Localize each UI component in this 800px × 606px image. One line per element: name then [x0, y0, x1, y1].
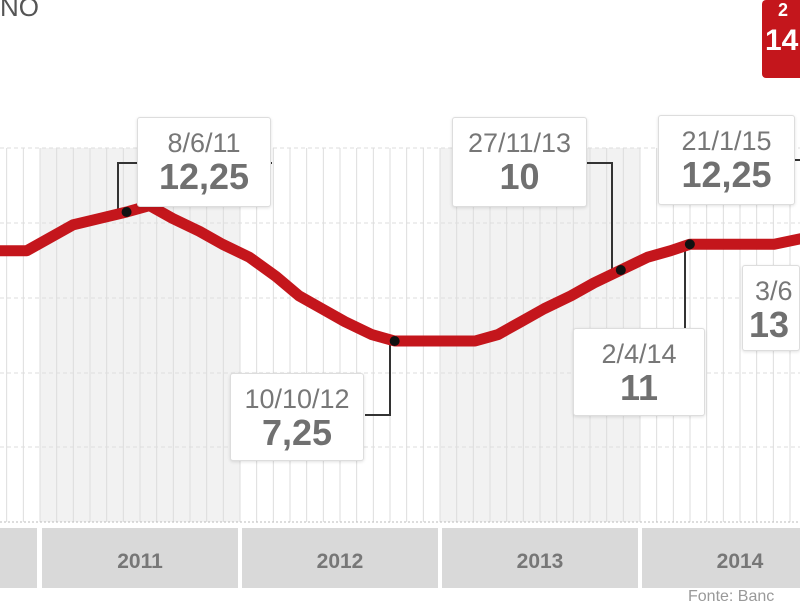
annotation-value: 11 — [619, 367, 659, 408]
x-tick-label: 2013 — [517, 550, 564, 573]
badge-line-2: 14 — [765, 24, 799, 57]
annotation-8-6-11: 8/6/11 12,25 — [137, 117, 271, 207]
current-rate-badge: 2 14 — [762, 0, 800, 78]
annotation-date: 10/10/12 — [244, 384, 350, 414]
annotation-leader — [365, 341, 391, 416]
year-band-2014 — [642, 528, 800, 588]
annotation-value: 10 — [499, 156, 540, 197]
annotation-10-10-12: 10/10/12 7,25 — [230, 373, 364, 461]
annotation-date: 21/1/15 — [681, 126, 772, 156]
chart-title-fragment: NO — [0, 0, 39, 22]
x-tick-label: 2011 — [117, 550, 163, 573]
year-band-2012 — [242, 528, 438, 588]
annotation-date: 3/6 — [755, 276, 793, 306]
year-band — [0, 528, 37, 588]
year-band-2013 — [442, 528, 638, 588]
annotation-value: 7,25 — [261, 412, 333, 453]
annotation-value: 12,25 — [681, 154, 772, 195]
annotation-21-1-15: 21/1/15 12,25 — [658, 115, 795, 205]
annotation-point — [121, 207, 132, 217]
x-tick-label: 2012 — [317, 550, 364, 573]
x-tick-label: 2014 — [717, 550, 764, 573]
annotation-date: 8/6/11 — [167, 128, 241, 158]
year-band-2011 — [42, 528, 238, 588]
annotation-point — [684, 239, 695, 250]
annotation-value: 13 — [749, 304, 790, 345]
source-note: Fonte: Banc — [688, 588, 775, 605]
annotation-3-6: 3/6 13 — [742, 265, 800, 351]
annotation-date: 2/4/14 — [601, 339, 677, 369]
annotation-point — [615, 265, 626, 276]
annotation-leader — [587, 162, 613, 270]
annotation-date: 27/11/13 — [467, 128, 572, 158]
badge-line-1: 2 — [778, 0, 789, 20]
annotation-value: 12,25 — [158, 156, 250, 197]
annotation-point — [389, 336, 400, 346]
annotation-27-11-13: 27/11/13 10 — [452, 117, 587, 207]
annotation-2-4-14: 2/4/14 11 — [573, 328, 705, 416]
